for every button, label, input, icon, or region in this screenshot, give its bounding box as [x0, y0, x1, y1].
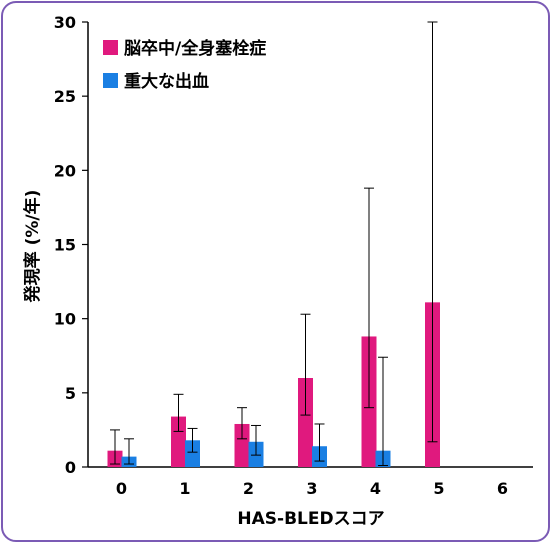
- x-tick-label: 2: [243, 479, 254, 498]
- x-axis-title: HAS-BLEDスコア: [237, 509, 384, 529]
- bar: [171, 416, 186, 467]
- error-bars: [110, 21, 438, 467]
- legend-swatch: [103, 40, 118, 55]
- y-tick-label: 5: [65, 384, 76, 403]
- bar: [234, 423, 250, 467]
- y-tick-label: 15: [54, 236, 76, 255]
- x-tick-label: 0: [116, 479, 127, 498]
- legend-label: 重大な出血: [124, 71, 209, 92]
- y-tick-label: 20: [54, 161, 76, 180]
- legend-label: 脳卒中/全身塞栓症: [124, 38, 266, 59]
- x-tick-label: 3: [306, 479, 317, 498]
- x-tick-label: 5: [433, 479, 444, 498]
- y-tick-label: 25: [54, 87, 76, 106]
- x-tick-label: 6: [497, 479, 508, 498]
- legend-swatch: [103, 73, 118, 88]
- bar: [298, 378, 313, 467]
- x-tick-label: 4: [370, 479, 381, 498]
- y-tick-label: 30: [54, 13, 76, 32]
- bar: [185, 440, 200, 467]
- y-axis-title: 発現率 (%/年): [22, 190, 43, 304]
- axes: 0 5 10 15 20 25 30 0 1 2 3 4 5 6: [54, 13, 533, 498]
- x-tick-label: 1: [179, 479, 190, 498]
- y-tick-label: 0: [65, 458, 76, 477]
- y-tick-label: 10: [54, 310, 76, 329]
